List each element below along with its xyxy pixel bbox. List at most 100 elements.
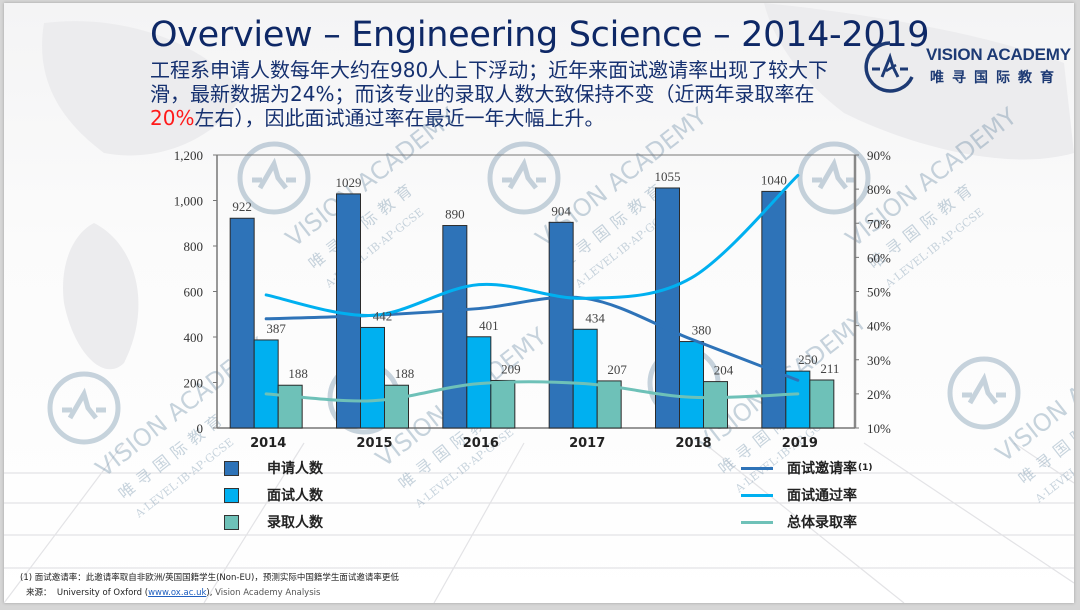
bar-interviewed: [360, 326, 385, 429]
bar-data-label: 209: [501, 361, 521, 376]
y-right-tick-label: 20%: [867, 387, 891, 402]
bar-data-label: 188: [288, 366, 308, 381]
bar-data-label: 904: [551, 203, 571, 218]
bar-interviewed: [253, 339, 279, 429]
bar-applicants: [336, 193, 361, 429]
bar-data-label: 434: [585, 310, 605, 325]
legend-label: 录取人数: [267, 515, 323, 531]
legend-item-interview-rate: 面试邀请率 (1): [741, 458, 873, 478]
legend-line-interview-rate: [741, 466, 773, 470]
watermark-logo-icon: [947, 356, 1021, 430]
y-left-tick-label: 1,200: [174, 148, 203, 163]
y-right-tick-label: 70%: [867, 216, 891, 231]
legend-footnote-marker: (1): [858, 463, 873, 473]
bar-data-label: 211: [820, 361, 839, 376]
chart-lines: [264, 173, 800, 403]
bar-data-label: 207: [607, 362, 627, 377]
bar-admitted: [809, 379, 835, 429]
y-right-tick-label: 60%: [867, 250, 891, 265]
watermark-logo-mark: [812, 157, 856, 190]
bar-interviewed: [679, 341, 704, 429]
x-tick-label: 2016: [463, 436, 499, 451]
legend-item-applicants: 申请人数: [224, 458, 323, 478]
legend-line-pass-rate: [741, 493, 773, 497]
y-right-tick-label: 40%: [867, 319, 891, 334]
legend-line-admit-rate: [741, 520, 773, 524]
x-tick-label: 2017: [569, 436, 605, 451]
bar-applicants: [442, 225, 468, 429]
source-link[interactable]: www.ox.ac.uk: [148, 588, 207, 598]
bar-applicants: [548, 221, 574, 429]
slide-subtitle: 工程系申请人数每年大约在980人上下浮动；近年来面试邀请率出现了较大下滑，最新数…: [150, 58, 850, 130]
legend-label: 面试通过率: [787, 488, 857, 504]
y-left-tick-label: 400: [184, 330, 204, 345]
y-right-tick-label: 90%: [867, 148, 891, 163]
bar-admitted: [490, 379, 516, 429]
subtitle-text-part2: 左右），因此面试通过率在最近一年大幅上升。: [194, 106, 605, 130]
y-left-tick-label: 800: [184, 239, 204, 254]
bar-data-label: 204: [714, 363, 734, 378]
legend-label: 申请人数: [267, 461, 323, 477]
chart-axes: 0 200 400 600 800 1,000 1,200 10% 20% 30% 40% 50% 60…: [174, 148, 891, 436]
bar-admitted: [384, 384, 409, 429]
legend-label: 总体录取率: [787, 515, 857, 531]
subtitle-highlight: 20%: [150, 106, 195, 130]
y-left-tick-label: 200: [184, 376, 204, 391]
bar-data-label: 250: [798, 352, 818, 367]
slide: Overview – Engineering Science – 2014-20…: [4, 3, 1074, 603]
legend-swatch-admitted: [224, 514, 239, 530]
bar-data-label: 188: [395, 366, 415, 381]
watermark-logo-mark: [502, 157, 546, 190]
bar-admitted: [703, 381, 728, 429]
bar-data-label: 1055: [655, 169, 681, 184]
watermark-logo-icon: [47, 371, 121, 445]
bar-interviewed: [572, 328, 598, 429]
source-label: 来源：: [26, 588, 52, 598]
bar-applicants: [761, 190, 787, 429]
legend-item-interviewed: 面试人数: [224, 485, 323, 505]
bar-data-label: 890: [445, 207, 465, 222]
legend-item-admit-rate: 总体录取率: [741, 512, 857, 532]
logo-name-cn: 唯寻国际教育: [930, 69, 1062, 85]
legend-swatch-interviewed: [224, 487, 239, 503]
y-right-tick-label: 30%: [867, 353, 891, 368]
y-left-tick-label: 0: [197, 421, 204, 436]
watermark-logo-mark: [252, 157, 296, 190]
watermark-logo-mark: [962, 372, 1006, 405]
line-pass-rate: [264, 173, 800, 317]
y-left-tick-label: 600: [184, 285, 204, 300]
legend-swatch-applicants: [224, 460, 239, 476]
chart-labels: 2014 922 387 188 2015 1029 442 188 2016 890 401 209…: [232, 169, 839, 451]
subtitle-text-part1: 工程系申请人数每年大约在980人上下浮动；近年来面试邀请率出现了较大下滑，最新数…: [150, 58, 829, 106]
legend-label: 面试人数: [267, 488, 323, 504]
bar-data-label: 401: [479, 318, 499, 333]
bar-admitted: [277, 384, 303, 429]
bar-data-label: 1040: [761, 172, 787, 187]
watermark-logo-mark: [62, 387, 106, 420]
watermark-logo-icon: [487, 141, 561, 215]
x-tick-label: 2015: [356, 436, 392, 451]
bar-applicants: [655, 187, 680, 429]
bar-applicants: [229, 217, 255, 429]
legend-item-pass-rate: 面试通过率: [741, 485, 857, 505]
x-tick-label: 2014: [250, 436, 286, 451]
slide-title: Overview – Engineering Science – 2014-20…: [150, 15, 930, 55]
bar-data-label: 1029: [336, 175, 362, 190]
legend-item-admitted: 录取人数: [224, 512, 323, 532]
x-tick-label: 2019: [782, 436, 818, 451]
footnote: (1) 面试邀请率：此邀请率取自非欧洲/英国国籍学生(Non-EU)，预测实际中…: [20, 573, 399, 583]
watermark-logo-icon: [237, 141, 311, 215]
source-close: ),: [206, 588, 213, 598]
y-right-tick-label: 10%: [867, 421, 891, 436]
y-right-tick-label: 80%: [867, 182, 891, 197]
source-line: 来源： University of Oxford (www.ox.ac.uk),…: [26, 586, 320, 598]
source-text: University of Oxford (: [56, 588, 149, 598]
bar-data-label: 922: [232, 199, 252, 214]
x-tick-label: 2018: [675, 436, 711, 451]
bar-data-label: 387: [266, 321, 286, 336]
bar-data-label: 380: [692, 323, 712, 338]
line-admit-rate: [264, 380, 800, 403]
